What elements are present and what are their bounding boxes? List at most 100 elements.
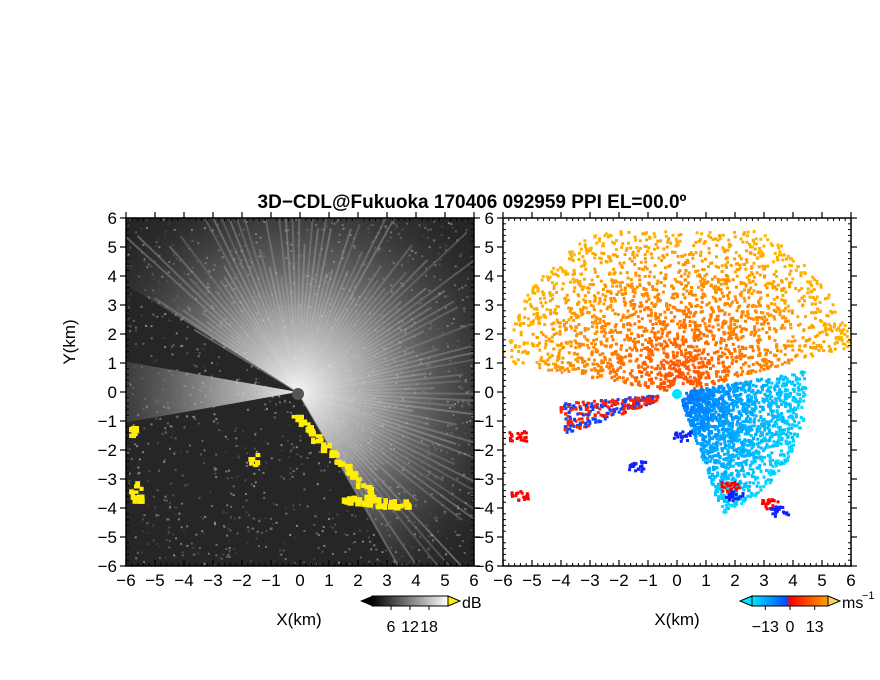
- velocity-pixel: [752, 392, 756, 396]
- velocity-pixel: [790, 449, 794, 453]
- snr-noise-pixel: [354, 515, 357, 518]
- velocity-pixel: [680, 282, 684, 286]
- velocity-pixel: [675, 243, 679, 247]
- velocity-pixel: [755, 318, 759, 322]
- snr-noise-pixel: [321, 529, 324, 532]
- velocity-pixel: [782, 253, 786, 257]
- velocity-pixel: [713, 490, 717, 494]
- velocity-pixel: [654, 322, 658, 326]
- snr-highlight-pixel: [350, 471, 359, 478]
- velocity-pixel: [698, 238, 702, 242]
- velocity-pixel: [729, 317, 733, 321]
- velocity-pixel: [691, 256, 695, 260]
- velocity-pixel: [726, 369, 730, 373]
- velocity-pixel: [555, 282, 559, 286]
- velocity-pixel: [651, 322, 655, 326]
- velocity-pixel: [770, 360, 774, 364]
- snr-noise-pixel: [169, 506, 172, 509]
- velocity-pixel: [525, 341, 529, 345]
- velocity-pixel: [688, 375, 692, 379]
- velocity-pixel: [791, 335, 795, 339]
- velocity-pixel: [656, 364, 660, 368]
- velocity-pixel: [736, 338, 740, 342]
- velocity-pixel: [629, 359, 633, 363]
- velocity-pixel: [596, 275, 600, 279]
- velocity-pixel: [845, 329, 849, 333]
- velocity-pixel: [564, 301, 568, 305]
- snr-noise-pixel: [263, 496, 266, 499]
- snr-noise-pixel: [264, 466, 267, 469]
- velocity-pixel: [808, 280, 812, 284]
- velocity-pixel: [704, 325, 708, 329]
- velocity-pixel: [606, 289, 610, 293]
- snr-noise-pixel: [203, 343, 206, 346]
- velocity-pixel: [644, 306, 648, 310]
- snr-noise-pixel: [195, 365, 198, 368]
- velocity-pixel: [840, 335, 844, 339]
- velocity-pixel: [676, 322, 680, 326]
- velocity-pixel: [647, 373, 651, 377]
- velocity-pixel: [791, 348, 795, 352]
- velocity-pixel: [761, 397, 765, 401]
- velocity-pixel: [687, 310, 691, 314]
- velocity-pixel: [794, 268, 798, 272]
- velocity-pixel: [711, 295, 715, 299]
- snr-noise-pixel: [331, 517, 334, 520]
- velocity-pixel: [587, 287, 591, 291]
- velocity-pixel: [646, 305, 650, 309]
- velocity-pixel: [690, 286, 694, 290]
- velocity-pixel: [694, 310, 698, 314]
- velocity-pixel: [572, 364, 576, 368]
- velocity-pixel: [773, 388, 777, 392]
- snr-noise-pixel: [154, 506, 157, 509]
- velocity-pixel: [667, 338, 671, 342]
- velocity-pixel: [754, 330, 758, 334]
- snr-noise-pixel: [328, 511, 331, 514]
- velocity-pixel: [787, 415, 791, 419]
- snr-noise-pixel: [174, 513, 177, 516]
- velocity-pixel: [556, 321, 560, 325]
- velocity-pixel: [656, 239, 660, 243]
- velocity-pixel: [700, 395, 704, 399]
- velocity-pixel: [672, 381, 676, 385]
- velocity-pixel: [845, 335, 849, 339]
- velocity-pixel: [673, 338, 677, 342]
- velocity-pixel: [562, 324, 566, 328]
- velocity-pixel: [772, 327, 776, 331]
- velocity-pixel: [706, 342, 710, 346]
- velocity-pixel: [843, 324, 847, 328]
- snr-noise-pixel: [229, 529, 232, 532]
- velocity-pixel: [743, 288, 747, 292]
- velocity-pixel: [619, 232, 623, 236]
- velocity-pixel: [708, 329, 712, 333]
- velocity-pixel: [726, 476, 730, 480]
- snr-noise-pixel: [170, 345, 173, 348]
- velocity-pixel: [759, 296, 763, 300]
- velocity-pixel: [741, 346, 745, 350]
- velocity-pixel: [757, 265, 761, 269]
- snr-noise-pixel: [238, 516, 241, 519]
- velocity-pixel: [739, 336, 743, 340]
- snr-noise-pixel: [163, 336, 166, 339]
- velocity-pixel: [654, 314, 658, 318]
- snr-highlight-pixel: [349, 475, 356, 480]
- snr-noise-pixel: [257, 544, 260, 547]
- velocity-pixel: [685, 289, 689, 293]
- velocity-pixel: [800, 406, 804, 410]
- velocity-pixel: [634, 379, 638, 383]
- velocity-pixel: [757, 338, 761, 342]
- velocity-pixel: [778, 395, 782, 399]
- velocity-pixel: [747, 274, 751, 278]
- velocity-pixel: [782, 286, 786, 290]
- velocity-pixel: [671, 362, 675, 366]
- velocity-pixel: [650, 350, 654, 354]
- y-tick-label: −5: [98, 528, 117, 547]
- velocity-pixel: [824, 326, 828, 330]
- velocity-pixel: [675, 362, 679, 366]
- velocity-pixel: [723, 422, 727, 426]
- velocity-pixel: [713, 459, 717, 463]
- velocity-pixel: [581, 308, 585, 312]
- velocity-pixel: [700, 296, 704, 300]
- snr-noise-pixel: [370, 548, 373, 551]
- velocity-pixel: [688, 358, 692, 362]
